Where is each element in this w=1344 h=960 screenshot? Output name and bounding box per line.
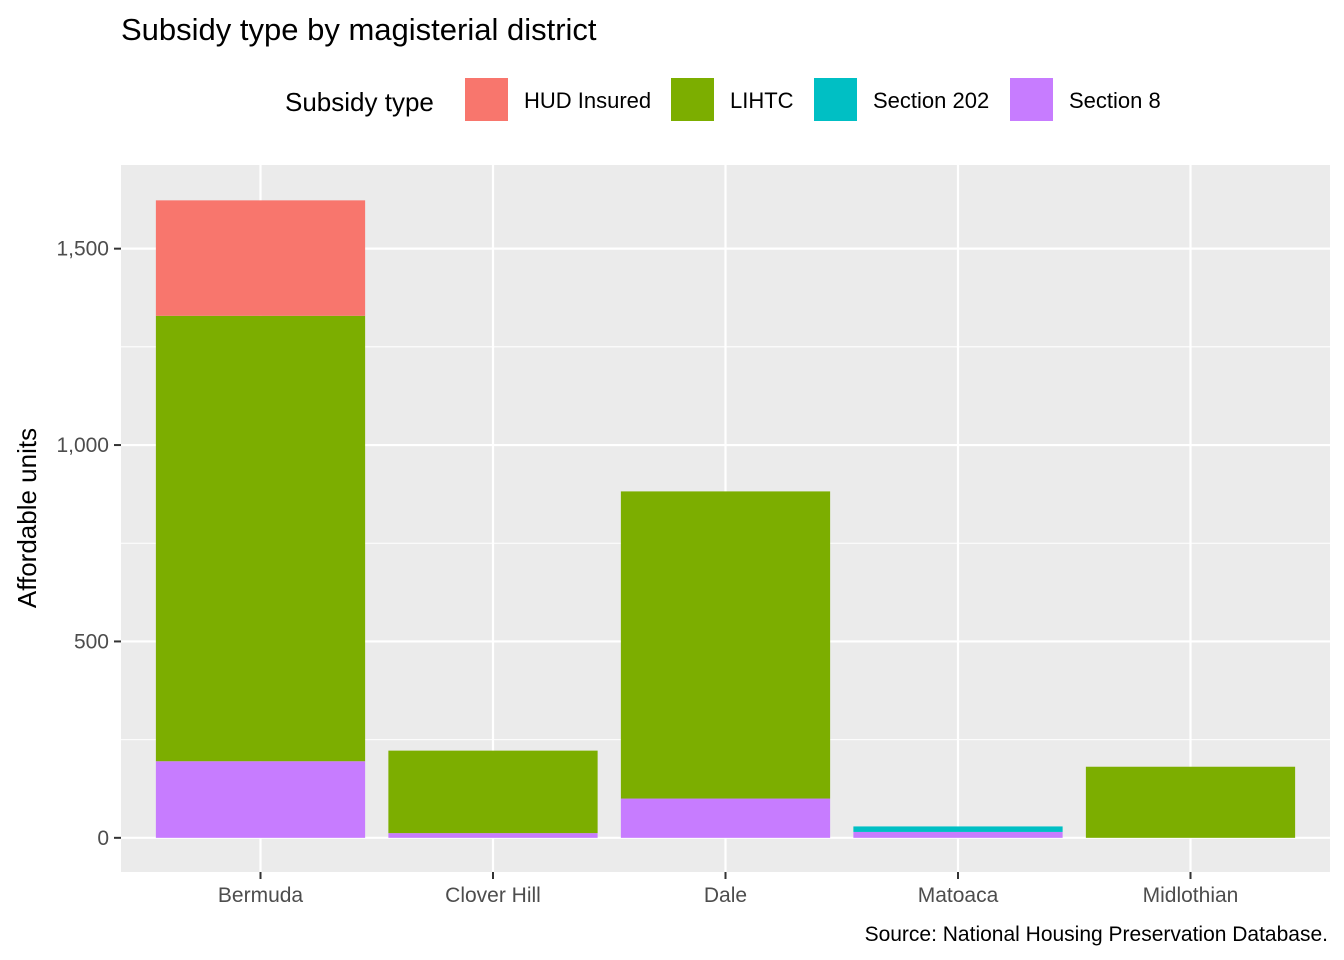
bar-clover-hill-lihtc (388, 750, 598, 834)
x-tick-label: Matoaca (918, 884, 999, 907)
y-tick-label: 1,000 (56, 434, 109, 457)
y-axis: 0 500 1,000 1,500 (56, 238, 121, 850)
bar-midlothian-lihtc (1085, 766, 1296, 838)
x-tick-label: Dale (704, 884, 747, 907)
bar-dale-lihtc (620, 491, 831, 799)
legend-label: HUD Insured (524, 88, 651, 113)
legend-key (1010, 78, 1053, 121)
legend-key (814, 78, 857, 121)
bar-bermuda-hud-insured (155, 200, 366, 316)
y-tick-label: 1,500 (56, 238, 109, 261)
bar-clover-hill-section-8 (388, 833, 598, 838)
bar-dale-section-8 (620, 798, 831, 838)
legend: Subsidy type HUD Insured LIHTC Section 202… (285, 78, 1161, 121)
chart-title: Subsidy type by magisterial district (121, 12, 597, 47)
bar-matoaca-section-8 (853, 831, 1063, 838)
x-tick-label: Midlothian (1143, 884, 1239, 907)
legend-key (465, 78, 508, 121)
y-axis-title: Affordable units (12, 428, 42, 608)
legend-items: HUD Insured LIHTC Section 202 Section 8 (465, 78, 1161, 121)
bar-bermuda-lihtc (155, 315, 366, 762)
x-axis: Bermuda Clover Hill Dale Matoaca Midlothian (218, 872, 1238, 907)
legend-label: Section 8 (1069, 88, 1161, 113)
x-tick-label: Clover Hill (445, 884, 541, 907)
legend-title: Subsidy type (285, 87, 434, 117)
x-tick-label: Bermuda (218, 884, 304, 907)
bars (155, 200, 1296, 838)
y-tick-label: 500 (74, 630, 109, 653)
bar-bermuda-section-8 (155, 761, 366, 838)
y-tick-label: 0 (97, 827, 109, 850)
bar-matoaca-section-202 (853, 826, 1063, 832)
chart-caption: Source: National Housing Preservation Da… (865, 923, 1328, 946)
legend-key (671, 78, 714, 121)
legend-label: LIHTC (730, 88, 794, 113)
legend-label: Section 202 (873, 88, 989, 113)
